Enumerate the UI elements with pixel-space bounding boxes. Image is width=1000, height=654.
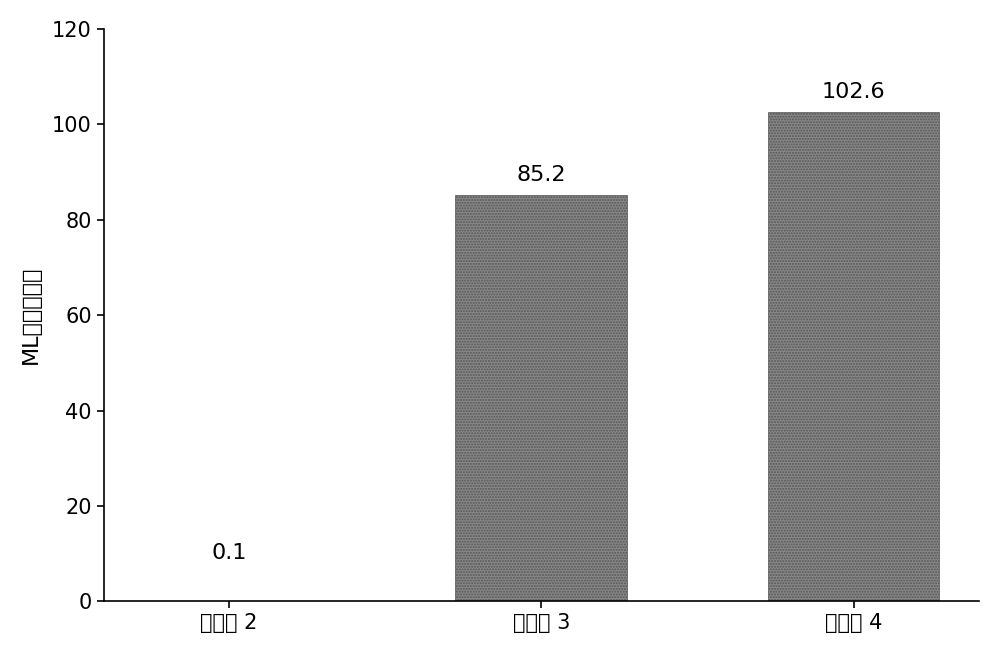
Text: 0.1: 0.1 (211, 543, 247, 562)
Bar (768, 112, 939, 602)
Y-axis label: ML维持率／％: ML维持率／％ (21, 266, 41, 364)
Text: 102.6: 102.6 (822, 82, 885, 102)
Text: 85.2: 85.2 (517, 165, 566, 185)
Bar (455, 195, 627, 602)
